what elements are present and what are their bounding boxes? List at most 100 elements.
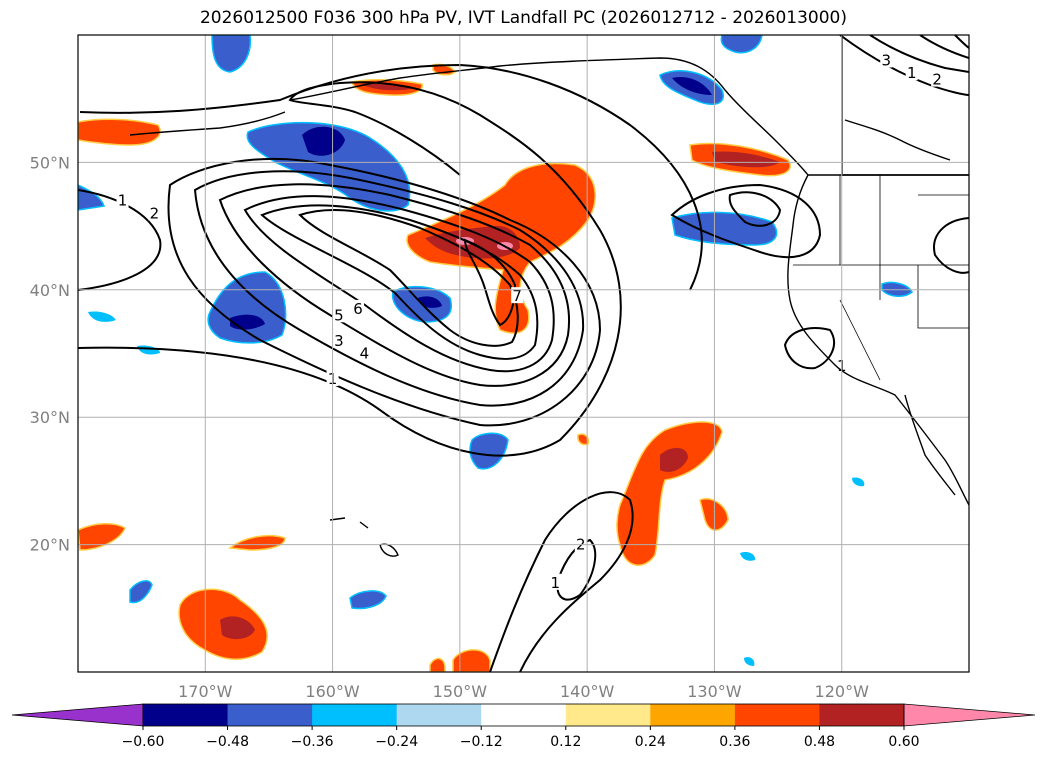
pv-anomaly-strongneg-main [302, 126, 345, 156]
gridlines [78, 35, 969, 672]
x-tick-label: 140°W [560, 682, 615, 701]
x-tick-label: 130°W [687, 682, 742, 701]
colorbar-extend-high [903, 703, 1036, 727]
pv-anomaly-weakneg-2 [137, 345, 160, 355]
pv-anomaly-pos-far-south [429, 657, 446, 672]
colorbar: −0.60 −0.48 −0.36 −0.24 −0.12 0.12 0.24 0.36 0.4… [11, 703, 1036, 750]
colorbar-bin [481, 704, 567, 726]
contour-label: 1 [907, 64, 917, 82]
pv-anomaly-neg-hawaii [349, 590, 387, 610]
hawaii [329, 517, 399, 557]
contour-label: 2 [932, 71, 942, 89]
contour-label-bg [332, 331, 345, 348]
colorbar-bin [396, 704, 482, 726]
pv-anomaly-weakneg-1 [88, 311, 116, 322]
aleutian-chain [129, 111, 286, 136]
pv-anomaly-pos-subtropics [616, 421, 723, 566]
colorbar-tick-label: −0.24 [375, 734, 418, 750]
y-axis: 50°N 40°N 30°N 20°N [30, 153, 70, 554]
ivt-contour-ring-7 [463, 238, 517, 327]
contour-label-bg [332, 306, 345, 323]
colorbar-bin [565, 704, 651, 726]
contour-label: 1 [118, 192, 128, 210]
x-tick-label: 120°W [815, 682, 870, 701]
pv-anomaly-weakneg-5 [744, 657, 755, 666]
ivt-contour-ring-1 [167, 157, 602, 427]
pv-anomaly-neg-tropics [129, 580, 153, 604]
contour-label-bg [352, 299, 365, 316]
pv-anomaly-pos-west [78, 118, 161, 146]
colorbar-bin [734, 704, 820, 726]
pv-anomaly-neg-w2 [78, 184, 106, 211]
ivt-contour-ring-2 [193, 170, 585, 407]
colorbar-tick-label: −0.60 [122, 734, 165, 750]
pv-anomaly-neg-n1 [211, 35, 252, 73]
colorbar-tick-label: 0.12 [550, 734, 581, 750]
ivt-contour-south-2 [556, 538, 597, 601]
colorbar-bin [312, 704, 398, 726]
colorbar-tick-label: 0.36 [719, 734, 750, 750]
colorbar-tick-label: 0.24 [635, 734, 666, 750]
pv-anomaly-neg-coast [671, 211, 778, 246]
contour-label: 3 [334, 332, 344, 350]
baja-coast [904, 394, 956, 496]
colorbar-bin [227, 704, 313, 726]
ivt-contour-coast [670, 183, 822, 259]
y-tick-label: 30°N [30, 408, 70, 427]
contour-label: 6 [353, 300, 363, 318]
contour-label: 4 [360, 345, 370, 363]
x-axis: 170°W 160°W 150°W 140°W 130°W 120°W [178, 682, 869, 701]
contour-label: 1 [551, 574, 561, 592]
ivt-contour-ne-2 [869, 35, 969, 73]
contour-label: 5 [334, 306, 344, 324]
chart-title: 2026012500 F036 300 hPa PV, IVT Landfall… [199, 8, 847, 28]
x-tick-label: 160°W [305, 682, 360, 701]
y-tick-label: 50°N [30, 153, 70, 172]
x-tick-label: 150°W [433, 682, 488, 701]
colorbar-tick-label: 0.48 [804, 734, 835, 750]
ne-coast [841, 35, 969, 176]
colorbar-tick-label: −0.12 [460, 734, 503, 750]
pv-anomaly-strong-tropics [220, 616, 255, 640]
pv-anomaly-strong-bc [712, 151, 780, 168]
x-tick-label: 170°W [178, 682, 233, 701]
bc-coast [787, 174, 969, 506]
ivt-contours [78, 35, 969, 672]
y-tick-label: 40°N [30, 281, 70, 300]
contour-label: 7 [512, 287, 522, 305]
ivt-contour-ne-4 [954, 35, 969, 49]
pv-anomaly-weakneg-3 [740, 551, 756, 561]
ivt-contour-e [933, 217, 969, 274]
y-tick-label: 20°N [30, 536, 70, 555]
contour-label-bg [905, 64, 918, 81]
map-frame [77, 34, 970, 673]
pv-anomaly-pos-dot [577, 433, 590, 446]
pv-anomaly-pos-south [452, 649, 491, 672]
pv-weak-neg-shading [88, 311, 865, 666]
contour-label: 2 [150, 204, 160, 222]
ivt-contour-south-1 [489, 491, 634, 672]
ivt-contour-ring-5 [260, 204, 539, 360]
pv-anomaly-strong-subtropics [660, 447, 688, 472]
contour-label: 3 [881, 51, 891, 69]
colorbar-bin [650, 704, 736, 726]
ivt-contour-ne-1 [839, 35, 969, 96]
pv-strong-neg-shading [230, 76, 712, 330]
colorbar-tick-label: −0.48 [206, 734, 249, 750]
contour-label-bg [511, 287, 524, 304]
contour-label-bg [148, 204, 161, 221]
colorbar-bin [143, 704, 229, 726]
pv-anomaly-pos-hawaii-w [228, 535, 286, 551]
colorbar-extend-low [11, 703, 144, 727]
pv-negative-shading [78, 35, 913, 610]
colorbar-tick-label: −0.36 [291, 734, 334, 750]
colorbar-tick-label: 0.60 [888, 734, 919, 750]
us-borders [793, 175, 969, 381]
contour-label-bg [880, 51, 893, 68]
colorbar-frame [142, 703, 905, 727]
ivt-contour-coast-inner [728, 191, 782, 227]
ivt-contour-ring-6 [298, 208, 519, 347]
ivt-contour-left [78, 189, 162, 291]
ivt-contour-ne-3 [919, 35, 969, 59]
